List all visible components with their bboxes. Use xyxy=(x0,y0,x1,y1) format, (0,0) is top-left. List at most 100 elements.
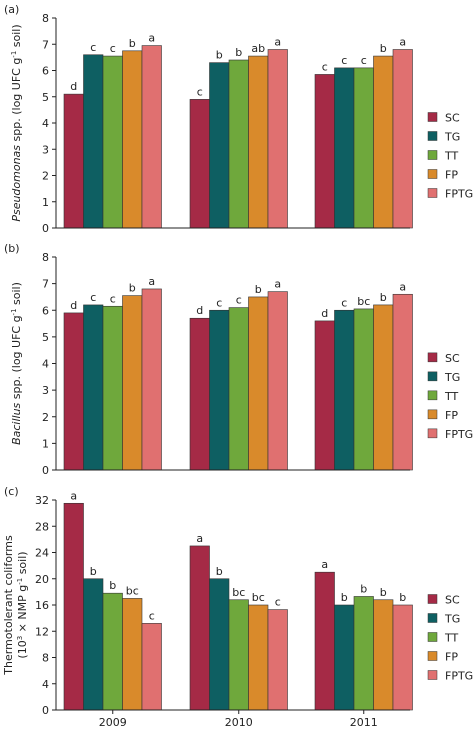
bar-sc-2009 xyxy=(63,312,84,471)
bar-tg-2009 xyxy=(83,304,104,471)
y-axis-label: Bacillus spp. (log UFC g-1 soil) xyxy=(10,282,23,445)
bar-fp-2010 xyxy=(248,55,269,229)
y-axis-label-end: soil) xyxy=(10,24,23,50)
legend-label-fp: FP xyxy=(445,651,458,664)
legend-swatch-tt xyxy=(427,632,438,642)
y-axis-label-line2: (103 × NMP g-1 soil) xyxy=(16,551,29,658)
bar-fptg-2009 xyxy=(141,288,162,471)
y-tick-label: 6 xyxy=(42,304,49,317)
legend-label-tg: TG xyxy=(444,131,460,144)
significance-letter: b xyxy=(380,291,387,304)
significance-letter: b xyxy=(235,46,242,59)
significance-letter: b xyxy=(255,283,262,296)
y-tick-label: 12 xyxy=(35,625,49,638)
y-tick-label: 2 xyxy=(42,411,49,424)
significance-letter: b xyxy=(341,591,348,604)
significance-letter: b xyxy=(360,582,367,595)
bar-sc-2010 xyxy=(189,545,210,711)
bar-fp-2011 xyxy=(373,304,394,471)
bar-fptg-2010 xyxy=(267,291,288,471)
y-tick-label: 4 xyxy=(42,678,49,691)
significance-letter: b xyxy=(380,586,387,599)
significance-letter: c xyxy=(90,291,96,304)
significance-letter: b xyxy=(216,565,223,578)
legend-label-fp: FP xyxy=(445,409,458,422)
y-tick-label: 3 xyxy=(42,143,49,156)
panel-label: (c) xyxy=(4,485,19,498)
significance-letter: c xyxy=(216,296,222,309)
legend-swatch-fptg xyxy=(427,670,438,680)
legend-label-sc: SC xyxy=(445,352,460,365)
bar-fptg-2011 xyxy=(392,604,413,711)
y-tick-label: 4 xyxy=(42,117,49,130)
legend-swatch-sc xyxy=(427,594,438,604)
y-axis-label-line1: Thermotolerant coliforms xyxy=(2,535,15,676)
legend-swatch-fp xyxy=(427,651,438,661)
y-tick-label: 8 xyxy=(42,652,49,665)
legend-swatch-fptg xyxy=(427,428,438,439)
y-tick-label: 16 xyxy=(35,599,49,612)
y-tick-label: 7 xyxy=(42,38,49,51)
significance-letter: c xyxy=(322,60,328,73)
bar-fptg-2011 xyxy=(392,293,413,471)
significance-letter: a xyxy=(148,275,155,288)
significance-letter: a xyxy=(274,278,281,291)
bar-tt-2010 xyxy=(228,599,249,711)
significance-letter: d xyxy=(70,80,77,93)
y-tick-label: 20 xyxy=(35,573,49,586)
significance-letter: c xyxy=(341,54,347,67)
legend-label-tg: TG xyxy=(444,613,460,626)
legend-swatch-tg xyxy=(427,371,438,382)
significance-letter: c xyxy=(275,596,281,609)
bar-tt-2010 xyxy=(228,59,249,229)
y-tick-label: 2 xyxy=(42,170,49,183)
bar-tg-2009 xyxy=(83,578,104,711)
significance-letter: c xyxy=(90,41,96,54)
y-axis-label-end: soil) xyxy=(10,282,23,308)
y-axis-label-superscript: -1 xyxy=(10,308,18,315)
bar-tt-2009 xyxy=(102,305,123,471)
significance-letter: a xyxy=(70,489,77,502)
significance-letter: b xyxy=(216,49,223,62)
y-axis-label-part: (10 xyxy=(16,640,29,658)
y-tick-label: 4 xyxy=(42,358,49,371)
significance-letter: a xyxy=(148,32,155,45)
significance-letter: d xyxy=(321,307,328,320)
significance-letter: c xyxy=(236,294,242,307)
significance-letter: b xyxy=(90,565,97,578)
y-axis-label-taxon: Bacillus xyxy=(10,402,23,444)
bar-fptg-2010 xyxy=(267,49,288,229)
bar-sc-2011 xyxy=(314,320,335,471)
bar-tg-2010 xyxy=(209,309,230,471)
y-tick-label: 1 xyxy=(42,437,49,450)
significance-letter: b xyxy=(399,591,406,604)
x-category-label: 2010 xyxy=(225,716,253,729)
significance-letter: a xyxy=(399,280,406,293)
legend-label-tt: TT xyxy=(444,632,459,645)
significance-letter: a xyxy=(399,36,406,49)
y-tick-label: 5 xyxy=(42,331,49,344)
significance-letter: b xyxy=(109,579,116,592)
significance-letter: b xyxy=(380,42,387,55)
legend-label-tt: TT xyxy=(444,150,459,163)
legend-label-fptg: FPTG xyxy=(445,670,473,683)
significance-letter: d xyxy=(70,299,77,312)
y-tick-label: 0 xyxy=(42,222,49,235)
legend-swatch-tg xyxy=(427,613,438,623)
legend-label-sc: SC xyxy=(445,594,460,607)
panel-label: (b) xyxy=(4,242,20,255)
legend-label-tt: TT xyxy=(444,390,459,403)
y-tick-label: 0 xyxy=(42,704,49,717)
legend-swatch-tt xyxy=(427,390,438,401)
bar-fptg-2011 xyxy=(392,49,413,229)
bar-fptg-2010 xyxy=(267,609,288,711)
y-axis-label-part: 3 xyxy=(16,636,24,640)
bar-tt-2009 xyxy=(102,55,123,229)
bar-tt-2009 xyxy=(102,592,123,711)
y-tick-label: 6 xyxy=(42,65,49,78)
significance-letter: c xyxy=(197,85,203,98)
significance-letter: c xyxy=(110,42,116,55)
